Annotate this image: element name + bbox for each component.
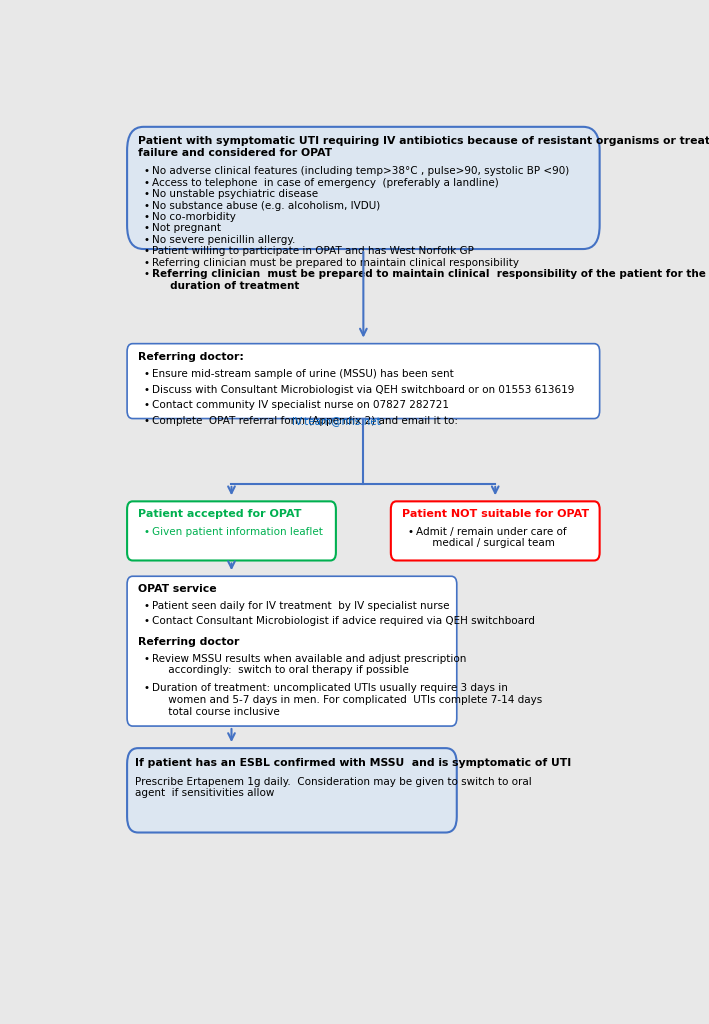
Text: Duration of treatment: uncomplicated UTIs usually require 3 days in
     women a: Duration of treatment: uncomplicated UTI… [152, 683, 542, 717]
Text: •: • [143, 526, 150, 537]
Text: Discuss with Consultant Microbiologist via QEH switchboard or on 01553 613619: Discuss with Consultant Microbiologist v… [152, 385, 574, 394]
Text: •: • [143, 201, 150, 211]
Text: Patient seen daily for IV treatment  by IV specialist nurse: Patient seen daily for IV treatment by I… [152, 601, 450, 610]
Text: Access to telephone  in case of emergency  (preferably a landline): Access to telephone in case of emergency… [152, 178, 498, 187]
Text: Referring clinician must be prepared to maintain clinical responsibility: Referring clinician must be prepared to … [152, 258, 519, 267]
Text: No severe penicillin allergy.: No severe penicillin allergy. [152, 234, 295, 245]
Text: •: • [143, 400, 150, 411]
Text: •: • [143, 653, 150, 664]
Text: Prescribe Ertapenem 1g daily.  Consideration may be given to switch to oral
agen: Prescribe Ertapenem 1g daily. Considerat… [135, 776, 532, 798]
Text: Patient willing to participate in OPAT and has West Norfolk GP: Patient willing to participate in OPAT a… [152, 247, 474, 256]
Text: Review MSSU results when available and adjust prescription
     accordingly:  sw: Review MSSU results when available and a… [152, 653, 467, 675]
Text: •: • [143, 166, 150, 176]
Text: Given patient information leaflet: Given patient information leaflet [152, 526, 323, 537]
Text: Referring doctor:: Referring doctor: [138, 351, 244, 361]
Text: •: • [143, 212, 150, 222]
Text: •: • [143, 683, 150, 693]
Text: Referring doctor: Referring doctor [138, 637, 240, 647]
Text: •: • [143, 385, 150, 394]
Text: •: • [143, 223, 150, 233]
Text: •: • [143, 234, 150, 245]
Text: •: • [143, 369, 150, 379]
Text: Patient accepted for OPAT: Patient accepted for OPAT [138, 509, 301, 519]
FancyBboxPatch shape [127, 127, 600, 249]
Text: •: • [143, 258, 150, 267]
Text: Referring clinician  must be prepared to maintain clinical  responsibility of th: Referring clinician must be prepared to … [152, 269, 705, 291]
Text: Patient with symptomatic UTI requiring IV antibiotics because of resistant organ: Patient with symptomatic UTI requiring I… [138, 136, 709, 158]
Text: •: • [143, 247, 150, 256]
FancyBboxPatch shape [391, 502, 600, 560]
Text: •: • [143, 416, 150, 426]
Text: •: • [143, 269, 150, 280]
Text: Contact Consultant Microbiologist if advice required via QEH switchboard: Contact Consultant Microbiologist if adv… [152, 615, 535, 626]
Text: •: • [407, 526, 413, 537]
Text: Admit / remain under care of
     medical / surgical team: Admit / remain under care of medical / s… [415, 526, 566, 548]
Text: •: • [143, 178, 150, 187]
Text: •: • [143, 615, 150, 626]
FancyBboxPatch shape [127, 344, 600, 419]
Text: No unstable psychiatric disease: No unstable psychiatric disease [152, 189, 318, 199]
FancyBboxPatch shape [127, 502, 336, 560]
Text: No adverse clinical features (including temp>38°C , pulse>90, systolic BP <90): No adverse clinical features (including … [152, 166, 569, 176]
Text: Ensure mid-stream sample of urine (MSSU) has been sent: Ensure mid-stream sample of urine (MSSU)… [152, 369, 454, 379]
FancyBboxPatch shape [127, 577, 457, 726]
FancyBboxPatch shape [127, 749, 457, 833]
Text: IV.team@nhs.net: IV.team@nhs.net [292, 416, 381, 426]
Text: OPAT service: OPAT service [138, 584, 217, 594]
Text: No co-morbidity: No co-morbidity [152, 212, 235, 222]
Text: No substance abuse (e.g. alcoholism, IVDU): No substance abuse (e.g. alcoholism, IVD… [152, 201, 380, 211]
Text: Patient NOT suitable for OPAT: Patient NOT suitable for OPAT [402, 509, 589, 519]
Text: If patient has an ESBL confirmed with MSSU  and is symptomatic of UTI: If patient has an ESBL confirmed with MS… [135, 758, 571, 768]
Text: Not pregnant: Not pregnant [152, 223, 220, 233]
Text: Complete  OPAT referral form (Appendix 2) and email it to:: Complete OPAT referral form (Appendix 2)… [152, 416, 464, 426]
Text: •: • [143, 189, 150, 199]
Text: Contact community IV specialist nurse on 07827 282721: Contact community IV specialist nurse on… [152, 400, 449, 411]
Text: •: • [143, 601, 150, 610]
